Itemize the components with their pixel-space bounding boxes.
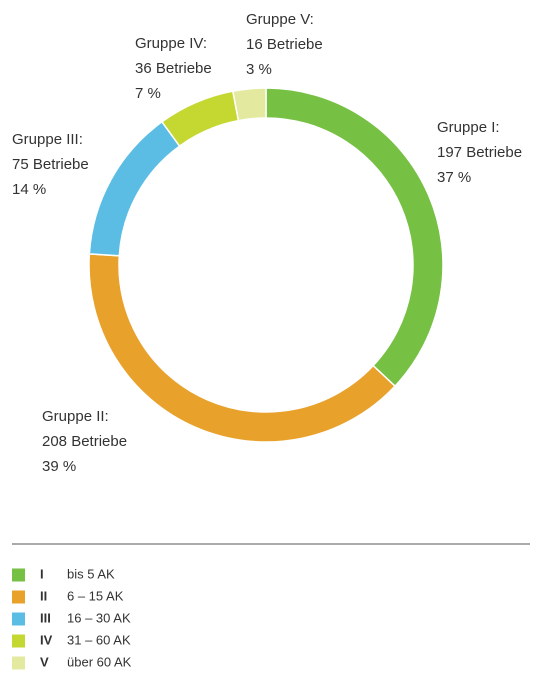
slice-label: Gruppe V: — [246, 11, 314, 28]
slice-label: Gruppe I: — [437, 119, 500, 136]
legend-key: III — [40, 610, 51, 625]
slice — [160, 90, 240, 148]
legend-swatch — [12, 612, 25, 626]
slice — [88, 120, 181, 257]
legend-swatch — [12, 590, 25, 604]
legend-label: bis 5 AK — [67, 566, 115, 581]
slice-label: Gruppe III: — [12, 131, 83, 148]
legend-label: 16 – 30 AK — [67, 610, 131, 625]
legend-key: I — [40, 566, 44, 581]
slice — [88, 253, 397, 443]
slice-label: Gruppe II: — [42, 408, 109, 425]
slice — [231, 87, 267, 122]
legend-label: 6 – 15 AK — [67, 588, 124, 603]
slice-percent: 7 % — [135, 85, 161, 102]
legend-label: über 60 AK — [67, 654, 132, 669]
slice-percent: 14 % — [12, 181, 46, 198]
legend-key: V — [40, 654, 49, 669]
legend-label: 31 – 60 AK — [67, 632, 131, 647]
slice — [265, 87, 444, 388]
slice-percent: 39 % — [42, 458, 76, 475]
slice-percent: 3 % — [246, 61, 272, 78]
slice-label: Gruppe IV: — [135, 35, 207, 52]
slice-count: 208 Betriebe — [42, 433, 127, 450]
slice-count: 75 Betriebe — [12, 156, 89, 173]
legend-key: IV — [40, 632, 53, 647]
slice-count: 16 Betriebe — [246, 36, 323, 53]
legend-key: II — [40, 588, 47, 603]
legend-swatch — [12, 656, 25, 670]
legend-swatch — [12, 568, 25, 582]
slice-count: 197 Betriebe — [437, 144, 522, 161]
legend-swatch — [12, 634, 25, 648]
slice-count: 36 Betriebe — [135, 60, 212, 77]
slice-percent: 37 % — [437, 169, 471, 186]
